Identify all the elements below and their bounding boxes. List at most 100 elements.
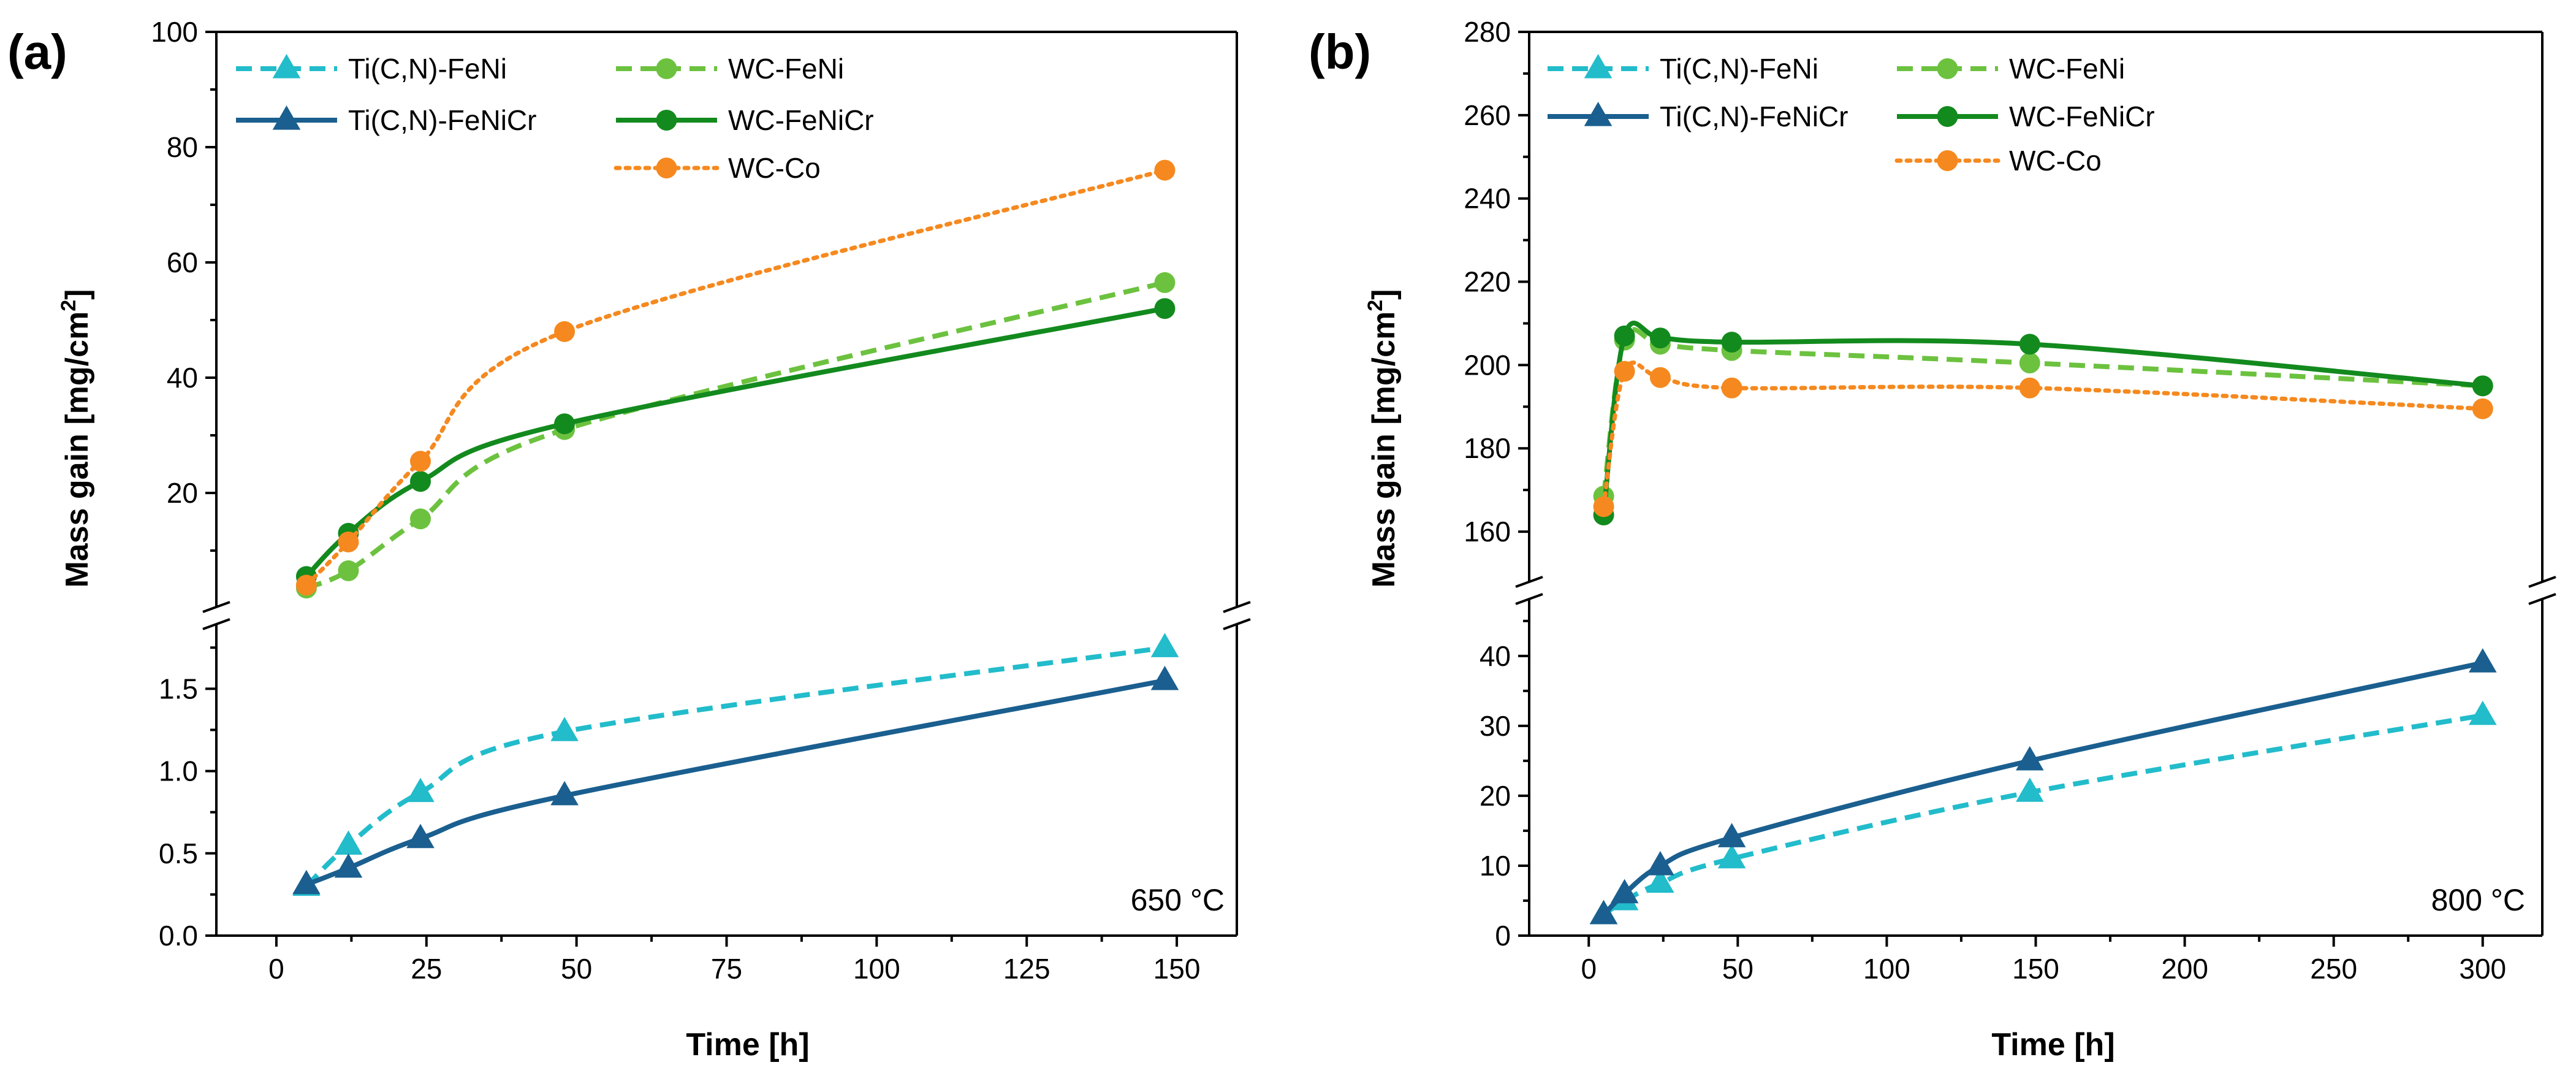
panel-a-ylabel-sup: 2 [57,300,80,311]
legend-marker-ti-c-n-fenicr [272,105,301,130]
data-point-ti-c-n-fenicr [2469,648,2497,673]
panel-b-ylabel-sup: 2 [1364,300,1387,311]
legend-label-wc-co: WC-Co [2009,145,2102,177]
legend-marker-wc-co [656,158,677,178]
x-tick-label: 25 [411,953,442,985]
y-lower-tick-label: 0 [1495,920,1511,952]
x-tick-label: 200 [2161,953,2208,985]
axis-break-mark [1223,601,1251,613]
series-line-ti-c-n-feni [305,645,1166,888]
legend-marker-wc-fenicr [1937,106,1958,127]
x-tick-label: 100 [853,953,900,985]
panel-b-temperature: 800 °C [2431,883,2525,917]
axis-break-mark [202,618,230,630]
legend-label-ti-c-n-fenicr: Ti(C,N)-FeNiCr [348,104,536,136]
series-line-wc-co [304,168,1167,587]
panel-a: 0 25 50 75 100 125 150 20 40 60 80 100 0.0 0.5 1.0 1.5 T… [151,16,1251,985]
y-lower-tick-label: 20 [1480,780,1511,812]
y-upper-tick-label: 220 [1464,266,1511,298]
y-upper-tick-label: 100 [151,16,198,48]
y-upper-tick-label: 240 [1464,183,1511,215]
data-point-ti-c-n-fenicr [406,823,435,849]
data-point-ti-c-n-fenicr [1150,665,1179,690]
y-lower-tick-label: 1.0 [159,755,198,787]
data-point-wc-feni [1154,272,1176,293]
legend-label-wc-co: WC-Co [728,152,821,184]
series-line-wc-fenicr [305,306,1166,579]
y-upper-tick-label: 260 [1464,99,1511,131]
panel-a-ylabel-end: ] [59,289,95,299]
panel-b-ylabel-main: Mass gain [mg/cm [1366,311,1402,588]
data-point-ti-c-n-fenicr [1717,823,1746,847]
data-point-wc-fenicr [554,413,576,435]
data-point-wc-co [554,321,576,342]
panel-b-xlabel: Time [h] [1991,1027,2114,1063]
data-point-wc-feni [410,508,431,530]
y-lower-tick-label: 0.5 [159,838,198,869]
data-point-ti-c-n-fenicr [292,869,321,895]
legend-marker-wc-feni [656,58,677,79]
y-upper-tick-label: 40 [167,362,198,394]
x-tick-label: 125 [1003,953,1051,985]
panel-b-label: (b) [1309,25,1371,79]
panel-a-ylabel: Mass gain [mg/cm2] [57,289,95,587]
x-tick-label: 50 [1722,953,1753,985]
data-point-ti-c-n-feni [406,777,435,803]
x-tick-label: 100 [1863,953,1910,985]
x-tick-label: 0 [268,953,284,985]
data-point-ti-c-n-fenicr [550,781,579,806]
data-point-ti-c-n-feni [334,830,363,855]
y-upper-tick-label: 280 [1464,16,1511,48]
legend-marker-ti-c-n-feni [1584,54,1613,78]
legend-marker-ti-c-n-fenicr [1584,102,1613,126]
data-point-wc-fenicr [1154,298,1176,319]
axis-break-mark [202,601,230,613]
legend-marker-wc-fenicr [656,110,677,131]
data-point-wc-co [1154,159,1176,181]
panel-a-ylabel-main: Mass gain [mg/cm [59,311,95,588]
series-line-ti-c-n-fenicr [1601,660,2483,917]
series-line-ti-c-n-fenicr [305,678,1166,887]
panel-a-xlabel: Time [h] [686,1027,809,1063]
data-point-ti-c-n-feni [1150,633,1179,657]
data-point-wc-co [410,451,431,472]
data-point-ti-c-n-fenicr [334,853,363,878]
axis-break-mark [1515,576,1543,588]
data-point-wc-co [1614,361,1635,382]
series-line-ti-c-n-feni [1602,712,2483,917]
y-lower-tick-label: 0.0 [159,920,198,952]
data-point-wc-feni [2019,352,2040,373]
legend-label-wc-fenicr: WC-FeNiCr [2009,101,2155,132]
data-point-wc-co [1721,377,1742,399]
data-point-ti-c-n-fenicr [2016,746,2044,771]
legend-marker-ti-c-n-feni [272,54,301,78]
data-point-wc-co [1593,496,1614,517]
data-point-ti-c-n-feni [1646,868,1674,893]
data-point-wc-co [338,531,359,552]
x-tick-label: 250 [2310,953,2357,985]
panel-b: 0 50 100 150 200 250 300 160 180 200 220 240 260 280 0… [1464,16,2556,985]
data-point-wc-fenicr [1614,325,1635,346]
x-tick-label: 75 [711,953,742,985]
y-lower-tick-label: 1.5 [159,673,198,704]
data-point-wc-fenicr [2472,375,2493,397]
legend-label-ti-c-n-fenicr: Ti(C,N)-FeNiCr [1660,101,1848,132]
y-upper-tick-label: 60 [167,246,198,278]
y-lower-tick-label: 30 [1480,710,1511,742]
data-point-wc-feni [338,560,359,581]
panel-a-temperature: 650 °C [1131,883,1225,917]
y-lower-tick-label: 40 [1480,640,1511,672]
x-tick-label: 50 [561,953,592,985]
x-tick-label: 150 [2012,953,2059,985]
panel-b-ylabel: Mass gain [mg/cm2] [1364,289,1402,587]
legend-label-ti-c-n-feni: Ti(C,N)-FeNi [1660,53,1818,85]
data-point-wc-co [2472,398,2493,419]
axis-break-mark [1223,618,1251,630]
data-point-ti-c-n-feni [2016,777,2044,802]
x-tick-label: 300 [2459,953,2506,985]
x-tick-label: 150 [1153,953,1201,985]
legend-marker-wc-co [1937,150,1958,171]
y-upper-tick-label: 180 [1464,432,1511,464]
data-point-ti-c-n-fenicr [1589,899,1618,925]
